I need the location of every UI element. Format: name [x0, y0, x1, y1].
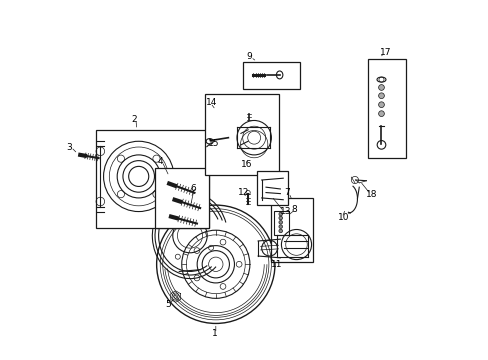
Text: 13: 13 [279, 207, 290, 216]
Text: 3: 3 [66, 143, 72, 152]
Text: 15: 15 [207, 139, 219, 148]
Text: 4: 4 [158, 157, 163, 166]
Bar [155, 168, 208, 228]
Text: 12: 12 [238, 188, 249, 197]
Text: 8: 8 [290, 205, 296, 214]
Text: 6: 6 [190, 184, 195, 193]
Circle shape [378, 85, 384, 90]
Bar [242, 62, 300, 89]
Bar [96, 130, 208, 228]
Bar [257, 171, 287, 205]
Text: 2: 2 [131, 114, 137, 123]
Text: 7: 7 [284, 188, 290, 197]
Bar [204, 94, 278, 175]
Circle shape [378, 111, 384, 117]
Text: 5: 5 [164, 300, 170, 309]
Text: 1: 1 [211, 329, 217, 338]
Circle shape [378, 93, 384, 99]
Circle shape [278, 229, 282, 233]
Bar [271, 198, 312, 262]
Circle shape [278, 212, 282, 216]
Text: 17: 17 [379, 48, 390, 57]
Text: 14: 14 [206, 98, 217, 107]
Bar [367, 59, 405, 158]
Bar [273, 211, 288, 234]
Text: 10: 10 [337, 213, 348, 222]
Circle shape [378, 102, 384, 108]
Text: 18: 18 [366, 190, 377, 199]
Circle shape [278, 216, 282, 220]
Text: 11: 11 [271, 260, 283, 269]
Text: 9: 9 [246, 53, 251, 62]
Text: 16: 16 [241, 161, 252, 170]
Circle shape [278, 225, 282, 228]
Circle shape [278, 221, 282, 224]
